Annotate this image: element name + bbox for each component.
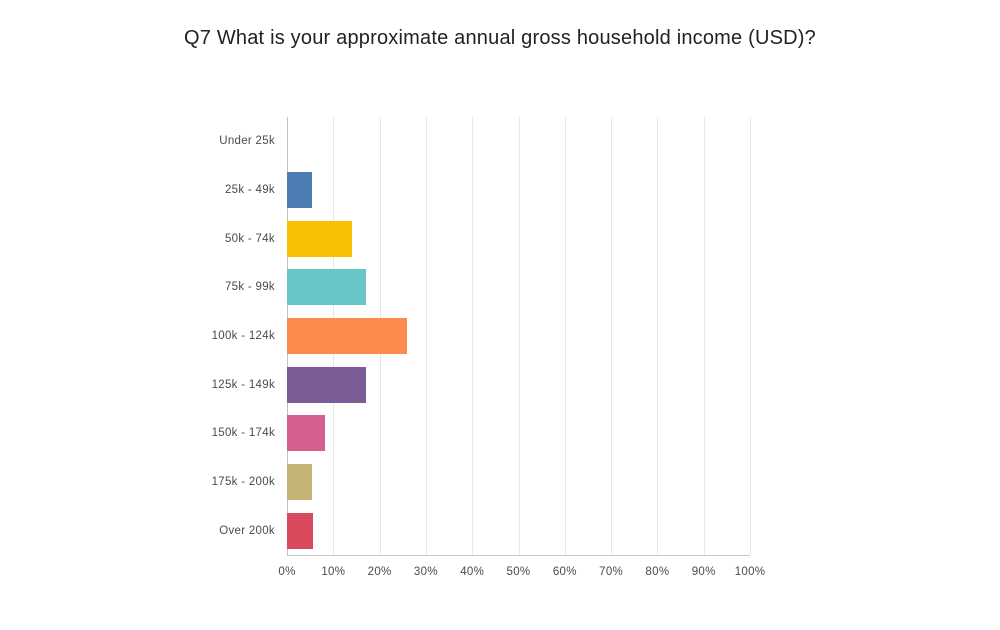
x-tick-label: 30% <box>413 566 438 578</box>
category-label-125k-149k: 125k - 149k <box>211 378 275 391</box>
x-tick-label: 100% <box>734 566 766 578</box>
category-label-25k-49k: 25k - 49k <box>224 183 275 196</box>
x-tick-label: 20% <box>367 566 392 578</box>
gridline <box>703 117 705 555</box>
x-tick-label: 80% <box>645 566 670 578</box>
gridline <box>564 117 566 555</box>
chart-title: Q7 What is your approximate annual gross… <box>184 27 816 49</box>
gridline <box>472 117 474 555</box>
bar-175k-200k <box>287 464 312 500</box>
gridline <box>425 117 427 555</box>
bar-100k-124k <box>287 318 407 354</box>
category-label-under-25k: Under 25k <box>219 135 275 148</box>
x-tick-label: 50% <box>506 566 531 578</box>
category-label-150k-174k: 150k - 174k <box>211 427 275 440</box>
category-label-75k-99k: 75k - 99k <box>224 281 275 294</box>
x-tick-label: 10% <box>321 566 346 578</box>
gridline <box>518 117 520 555</box>
bar-25k-49k <box>287 172 312 208</box>
x-tick-label: 60% <box>552 566 577 578</box>
bar-75k-99k <box>287 269 367 306</box>
x-axis: 0% 10% 20% 30% 40% 50% 60% 70% 80% 90% 100% <box>278 566 765 582</box>
category-labels: Under 25k 25k - 49k 50k - 74k 75k - 99k 100k… <box>0 117 275 556</box>
category-label-over-200k: Over 200k <box>219 524 275 537</box>
x-tick-label: 90% <box>691 566 716 578</box>
bar-150k-174k <box>287 415 325 452</box>
category-label-100k-124k: 100k - 124k <box>211 329 275 342</box>
gridline <box>657 117 659 555</box>
category-label-50k-74k: 50k - 74k <box>224 232 275 245</box>
bar-125k-149k <box>287 366 367 403</box>
x-tick-label: 70% <box>599 566 624 578</box>
gridline <box>611 117 613 555</box>
x-tick-label: 40% <box>460 566 485 578</box>
plot-area <box>287 117 751 556</box>
gridline <box>750 117 751 555</box>
bar-over-200k <box>287 512 313 549</box>
x-tick-label: 0% <box>278 566 296 578</box>
bar-50k-74k <box>287 220 352 257</box>
category-label-175k-200k: 175k - 200k <box>211 475 275 488</box>
